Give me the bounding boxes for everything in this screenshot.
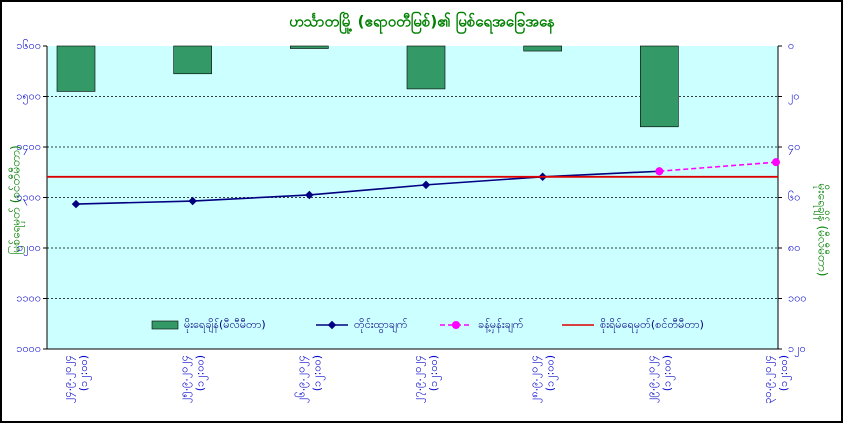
measured-line <box>75 170 660 205</box>
y-tick-label: ၁၀၀၀ <box>16 342 41 355</box>
y2-tick-label: ၁၂၀ <box>788 342 806 357</box>
x-tick-label: (၁၂:၀၀) <box>310 355 325 391</box>
legend-swatch <box>151 320 179 330</box>
bar <box>290 45 329 49</box>
y2-tick-label: ၁၀၀ <box>788 292 807 305</box>
bar <box>640 45 679 128</box>
legend-label: ခန့်မှန်းချက် <box>478 318 524 333</box>
legend-item: မိုးရေချိန်(မီလီမီတာ) <box>151 318 266 333</box>
bar <box>406 45 446 90</box>
legend-marker <box>327 320 337 330</box>
y2-axis-title: မိုးရေချိန် (မီလီမီတာ) <box>813 184 831 277</box>
x-tick-label: ၂၄.၉.၂၀၂၄ <box>61 355 76 403</box>
x-tick-label: ၂၅.၉.၂၀၂၄ <box>178 355 193 403</box>
y-tick-label: ၁၆၀၀ <box>16 39 41 52</box>
point <box>305 190 314 200</box>
y2-tick-label: ၄၀ <box>788 140 800 155</box>
bar <box>56 45 96 92</box>
legend-item: တိုင်းထွာချက် <box>316 318 408 333</box>
y2-tick-label: ၀ <box>788 39 794 52</box>
point <box>772 158 780 167</box>
y-tick-label: ၁၄၀၀ <box>16 140 41 155</box>
legend-item: စိုးရိမ်ရေမှတ်(စင်တီမီတာ) <box>562 318 704 333</box>
y-tick-label: ၁၁၀၀ <box>16 292 41 305</box>
x-tick-label: (၁၂:၀၀) <box>194 355 209 391</box>
legend-label: မိုးရေချိန်(မီလီမီတာ) <box>184 318 266 333</box>
x-tick-label: (၁၂:၀၀) <box>77 355 92 391</box>
x-tick-label: (၁၂:၀၀) <box>544 355 559 391</box>
legend-marker <box>452 321 460 329</box>
forecast-line <box>659 161 777 173</box>
y2-tick-label: ၂၀ <box>788 90 800 105</box>
x-tick-label: ၂၆.၉.၂၀၂၄ <box>294 355 309 403</box>
x-tick-label: ၃၀.၉.၂၀၂၄ <box>761 355 776 404</box>
x-tick-label: ၂၉.၉.၂၀၂၄ <box>644 355 659 403</box>
x-tick-label: (၁၂:၀၀) <box>777 355 792 391</box>
point <box>71 199 81 209</box>
x-tick-label: ၂၇.၉.၂၀၂၄ <box>411 355 426 403</box>
point <box>421 180 431 190</box>
point <box>188 196 197 206</box>
legend-item: ခန့်မှန်းချက် <box>440 318 524 333</box>
point <box>655 167 664 176</box>
x-tick-label: (၁၂:၀၀) <box>660 355 675 391</box>
y2-tick-label: ၆၀ <box>788 191 800 204</box>
y2-tick-label: ၈၀ <box>788 241 800 254</box>
legend-label: တိုင်းထွာချက် <box>354 318 408 333</box>
y-tick-label: ၁၃၀၀ <box>16 191 41 206</box>
bar <box>523 45 562 52</box>
x-tick-label: (၁၂:၀၀) <box>427 355 442 391</box>
y-axis-title: မြစ်ရေမှတ် (စင်တီမီတာ) <box>7 145 26 254</box>
bar <box>173 45 212 75</box>
legend-label: စိုးရိမ်ရေမှတ်(စင်တီမီတာ) <box>600 318 704 333</box>
x-tick-label: ၂၈.၉.၂၀၂၄ <box>528 355 543 403</box>
y-tick-label: ၁၅၀၀ <box>16 90 41 105</box>
y-tick-label: ၁၂၀၀ <box>17 241 41 256</box>
